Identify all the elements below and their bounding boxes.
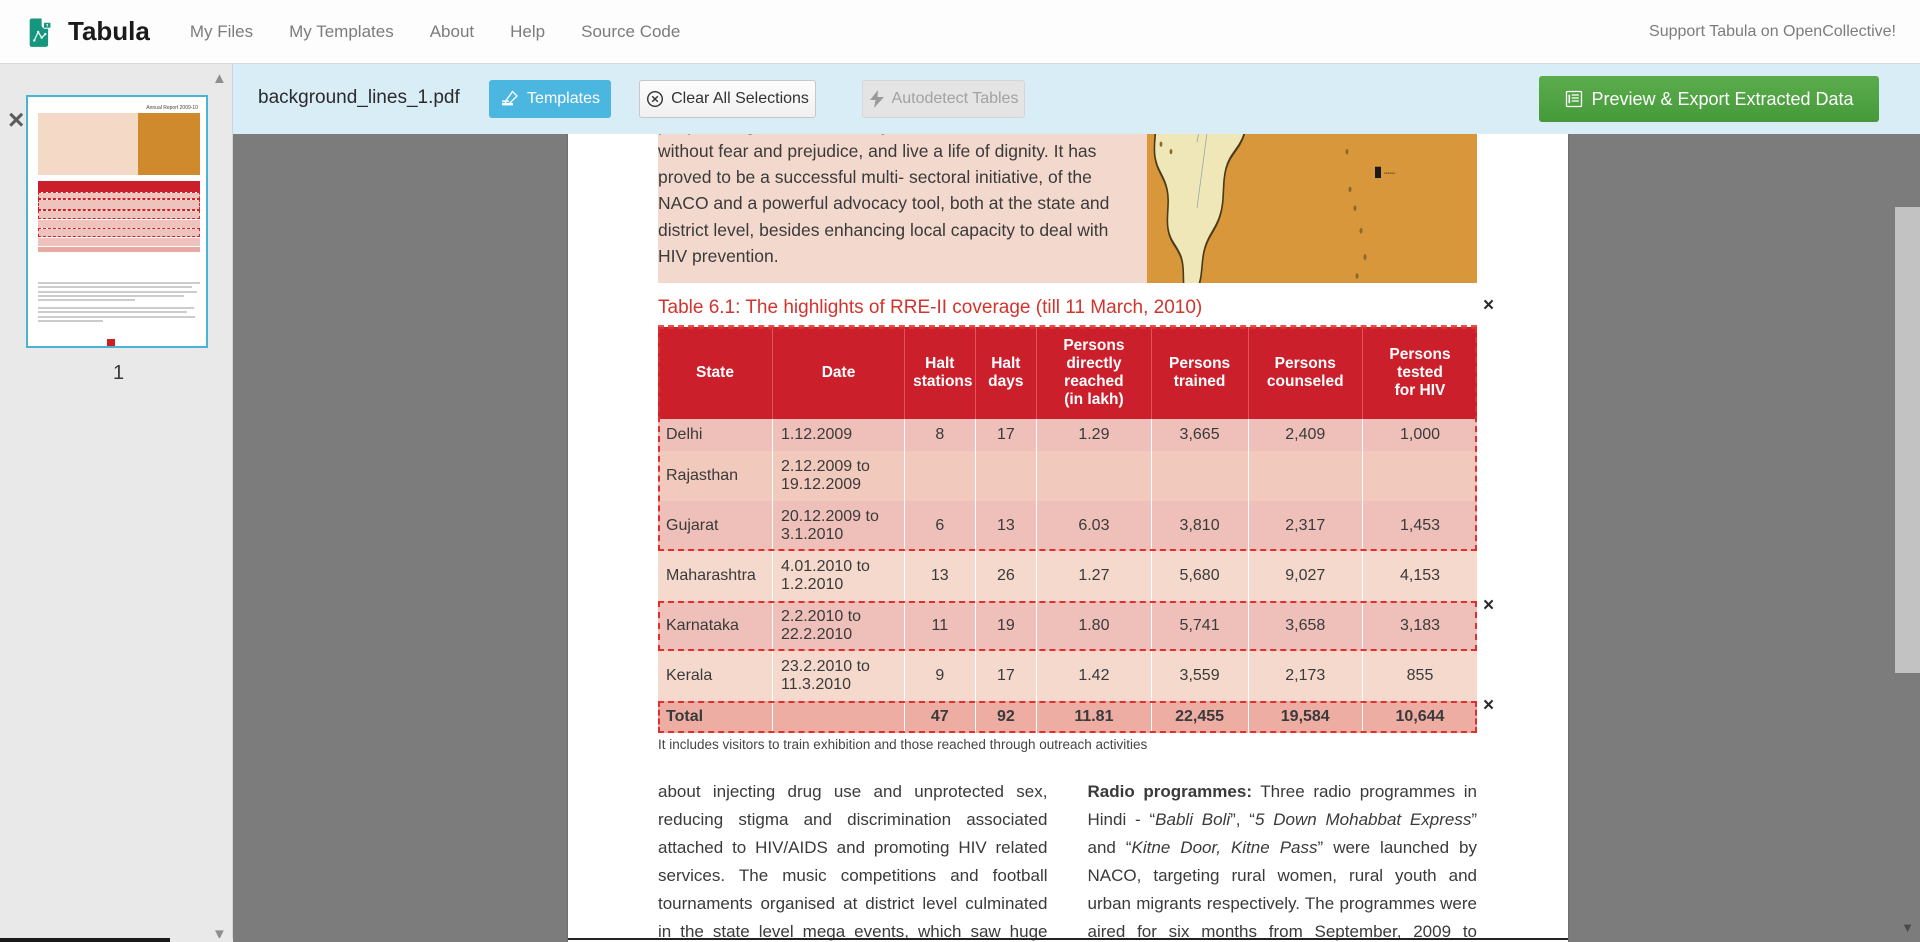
svg-text:------: ------ bbox=[1384, 166, 1395, 178]
